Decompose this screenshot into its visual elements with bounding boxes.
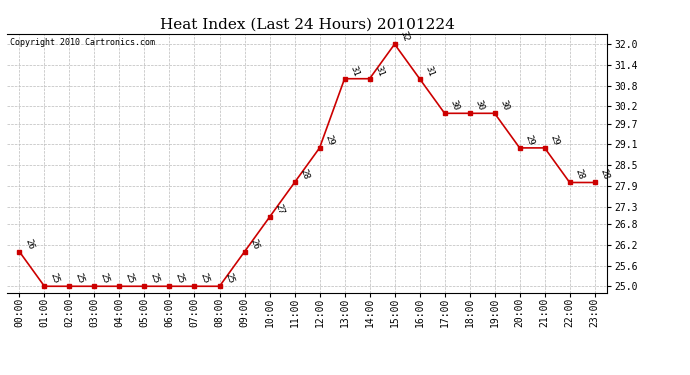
Title: Heat Index (Last 24 Hours) 20101224: Heat Index (Last 24 Hours) 20101224: [159, 17, 455, 31]
Text: 28: 28: [599, 168, 611, 181]
Text: 30: 30: [448, 99, 461, 112]
Text: 25: 25: [124, 272, 136, 285]
Text: 30: 30: [474, 99, 486, 112]
Text: 26: 26: [248, 237, 261, 250]
Text: 25: 25: [99, 272, 110, 285]
Text: 28: 28: [299, 168, 310, 181]
Text: 31: 31: [348, 64, 361, 77]
Text: 25: 25: [48, 272, 61, 285]
Text: 29: 29: [549, 134, 561, 147]
Text: 28: 28: [574, 168, 586, 181]
Text: 31: 31: [374, 64, 386, 77]
Text: 25: 25: [199, 272, 210, 285]
Text: 29: 29: [324, 134, 336, 147]
Text: 25: 25: [74, 272, 86, 285]
Text: 32: 32: [399, 30, 411, 43]
Text: 31: 31: [424, 64, 436, 77]
Text: 25: 25: [174, 272, 186, 285]
Text: 25: 25: [148, 272, 161, 285]
Text: 30: 30: [499, 99, 511, 112]
Text: 29: 29: [524, 134, 536, 147]
Text: Copyright 2010 Cartronics.com: Copyright 2010 Cartronics.com: [10, 38, 155, 46]
Text: 25: 25: [224, 272, 236, 285]
Text: 26: 26: [23, 237, 36, 250]
Text: 27: 27: [274, 202, 286, 216]
